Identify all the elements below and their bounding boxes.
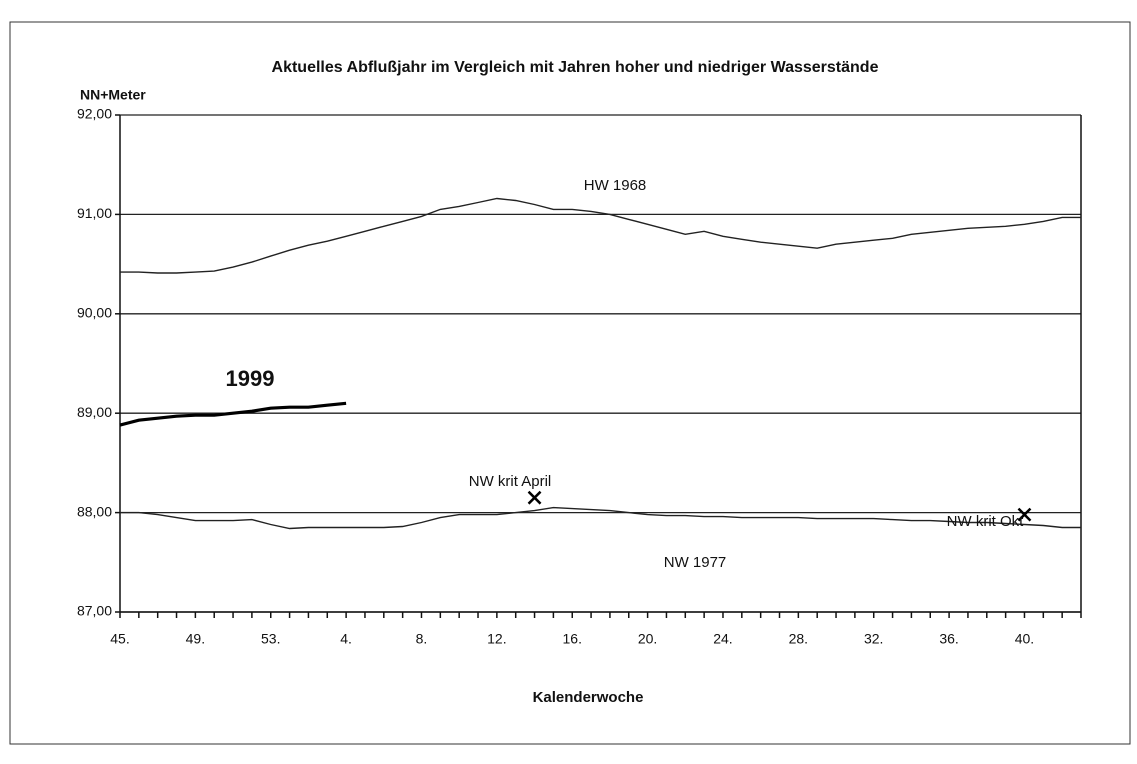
x-tick-label: 53. [261,631,280,647]
series-label: HW 1968 [584,177,647,194]
x-tick-label: 49. [186,631,205,647]
y-tick-label: 87,00 [77,603,112,619]
x-tick-label: 36. [939,631,958,647]
y-tick-label: 92,00 [77,106,112,122]
y-tick-label: 88,00 [77,503,112,519]
x-marker [1017,507,1032,522]
x-tick-label: 40. [1015,631,1034,647]
series-label: 1999 [226,366,275,391]
x-tick-label: 45. [110,631,129,647]
x-tick-label: 24. [713,631,732,647]
y-tick-label: 90,00 [77,305,112,321]
x-tick-label: 20. [638,631,657,647]
series-line [120,506,1081,530]
y-tick-label: 89,00 [77,404,112,420]
y-tick-label: 91,00 [77,205,112,221]
x-tick-label: 16. [563,631,582,647]
chart-title: Aktuelles Abflußjahr im Vergleich mit Ja… [272,59,879,76]
x-tick-label: 8. [416,631,428,647]
series-label: NW 1977 [664,554,727,571]
x-tick-label: 12. [487,631,506,647]
series-line [119,401,347,427]
series-label: NW krit Okt [947,513,1024,530]
series-line [120,197,1081,274]
x-marker [527,490,542,505]
x-axis-label: Kalenderwoche [533,689,644,706]
series-label: NW krit April [469,473,552,490]
x-tick-label: 28. [789,631,808,647]
x-tick-label: 32. [864,631,883,647]
frame [9,21,1131,745]
y-axis-label: NN+Meter [80,87,146,103]
x-tick-label: 4. [340,631,352,647]
